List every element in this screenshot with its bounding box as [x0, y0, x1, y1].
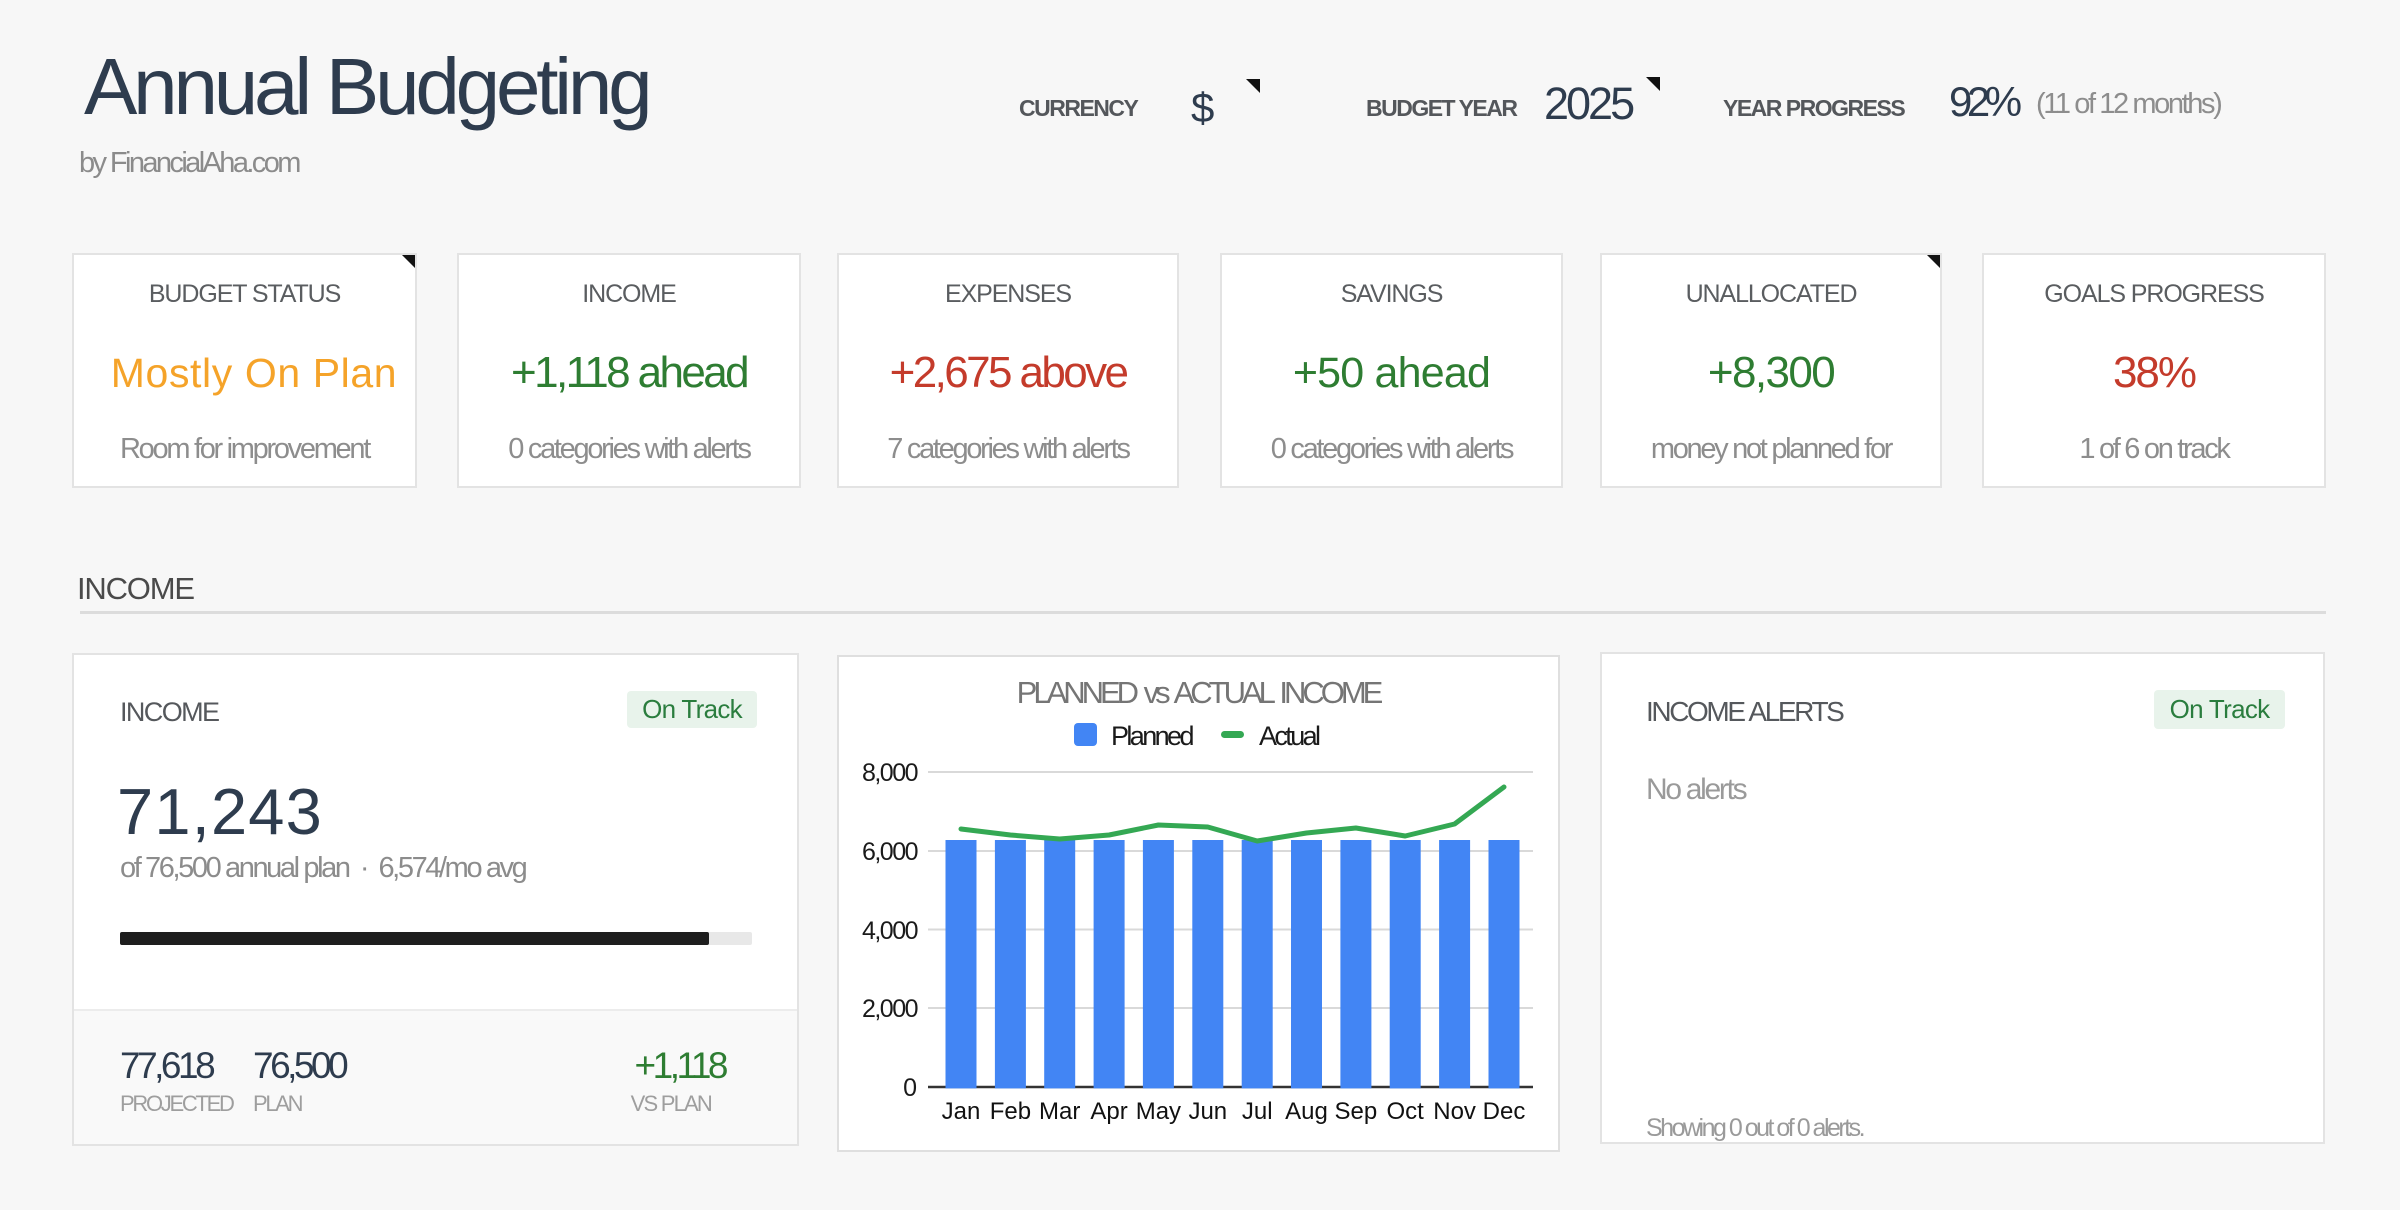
- svg-text:Planned: Planned: [1111, 721, 1193, 751]
- svg-text:6,000: 6,000: [862, 838, 918, 866]
- svg-text:Nov: Nov: [1433, 1098, 1476, 1125]
- svg-text:PLANNED vs ACTUAL INCOME: PLANNED vs ACTUAL INCOME: [1017, 675, 1383, 710]
- svg-text:Jul: Jul: [1242, 1098, 1273, 1125]
- svg-text:2,000: 2,000: [862, 995, 918, 1023]
- svg-text:Mar: Mar: [1039, 1098, 1080, 1125]
- svg-text:Apr: Apr: [1090, 1098, 1127, 1125]
- svg-text:0: 0: [903, 1074, 917, 1102]
- svg-text:Feb: Feb: [990, 1098, 1031, 1125]
- svg-text:Oct: Oct: [1387, 1098, 1425, 1125]
- svg-text:Actual: Actual: [1259, 721, 1320, 751]
- svg-text:Aug: Aug: [1285, 1098, 1328, 1125]
- svg-text:Dec: Dec: [1483, 1098, 1526, 1125]
- svg-text:Sep: Sep: [1335, 1098, 1378, 1125]
- svg-text:May: May: [1136, 1098, 1181, 1125]
- svg-text:Jun: Jun: [1188, 1098, 1227, 1125]
- svg-text:4,000: 4,000: [862, 917, 918, 945]
- svg-text:8,000: 8,000: [862, 759, 918, 787]
- svg-text:Jan: Jan: [942, 1098, 981, 1125]
